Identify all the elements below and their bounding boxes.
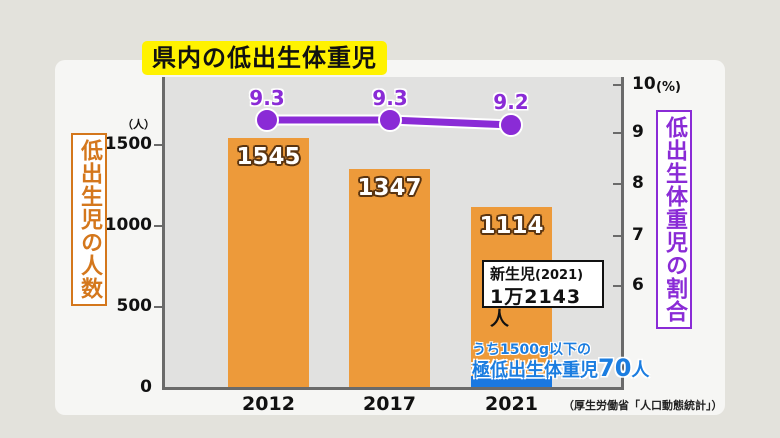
vlbw-note-line2: 極低出生体重児70人 (472, 354, 649, 382)
right-tick (613, 132, 621, 134)
newborn-label: 新生児 (490, 265, 536, 283)
left-tick (154, 306, 162, 308)
x-axis (162, 387, 624, 390)
newborn-count: 1万2143人 (490, 286, 582, 330)
right-tick (613, 285, 621, 287)
chart-title: 県内の低出生体重児 (142, 41, 387, 75)
newborn-count-box: 新生児(2021) 1万2143人 (482, 260, 604, 330)
left-tick-label: 1000 (104, 215, 152, 235)
right-tick-label: 8 (632, 173, 644, 193)
x-label-2021: 2021 (485, 393, 538, 415)
left-axis (162, 77, 165, 390)
left-tick-label: 500 (116, 296, 153, 316)
line-value-2021: 9.2 (493, 90, 529, 114)
bar-value-2021: 1114 (479, 213, 544, 239)
right-axis-title: 低出生体重児の割合 (656, 110, 692, 329)
bar-vlbw-2021 (471, 376, 552, 388)
vlbw-number: 70 (598, 354, 632, 382)
bar-2017 (349, 169, 430, 388)
line-value-2012: 9.3 (249, 86, 285, 110)
left-tick (154, 225, 162, 227)
left-tick (154, 144, 162, 146)
bar-2012 (228, 138, 309, 388)
right-tick-label: 7 (632, 225, 644, 245)
left-axis-title: 低出生児の人数 (71, 133, 107, 306)
right-tick-label: 6 (632, 275, 644, 295)
right-tick-label: 9 (632, 122, 644, 142)
line-value-2017: 9.3 (372, 86, 408, 110)
x-label-2012: 2012 (242, 393, 295, 415)
source-note: （厚生労働省「人口動態統計」） (563, 399, 723, 412)
bar-value-2012: 1545 (236, 144, 301, 170)
right-tick (613, 235, 621, 237)
bar-value-2017: 1347 (357, 175, 422, 201)
right-tick (613, 84, 621, 86)
right-axis-unit: (%) (656, 80, 681, 95)
right-tick-label: 10 (632, 74, 656, 94)
x-label-2017: 2017 (363, 393, 416, 415)
left-tick-label: 0 (140, 377, 152, 397)
newborn-year: (2021) (535, 268, 584, 283)
vlbw-unit: 人 (631, 360, 650, 381)
right-axis (621, 77, 624, 390)
left-tick-label: 1500 (104, 134, 152, 154)
right-tick (613, 183, 621, 185)
vlbw-note-line1: うち1500g以下の (472, 342, 591, 358)
vlbw-label: 極低出生体重児 (472, 360, 598, 381)
left-axis-unit: （人） (122, 118, 155, 131)
